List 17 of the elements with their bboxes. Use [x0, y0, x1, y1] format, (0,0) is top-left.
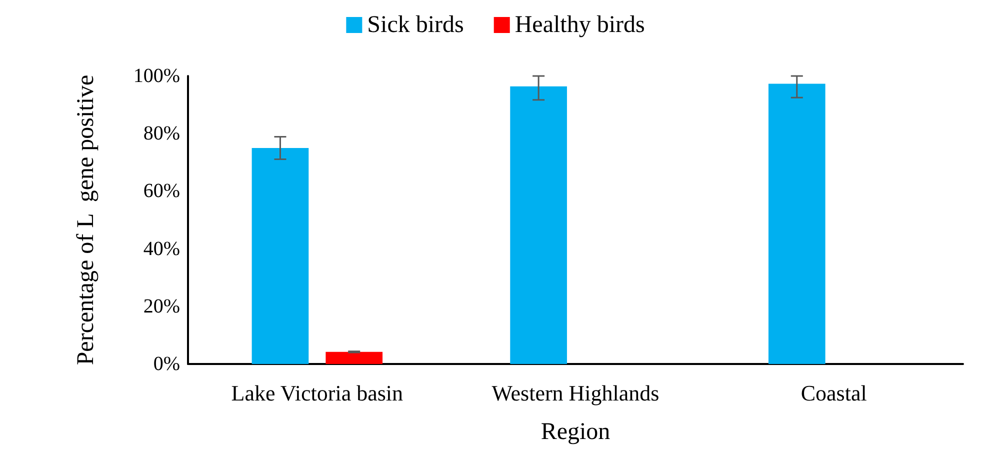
y-axis-title: Percentage of L gene positive [73, 74, 99, 366]
legend-label: Healthy birds [514, 12, 645, 38]
x-tick-label: Western Highlands [492, 380, 660, 406]
y-tick-label: 40% [143, 238, 180, 260]
x-axis-title: Region [540, 419, 610, 445]
bar [326, 352, 383, 364]
bar [252, 148, 309, 364]
x-tick-label: Coastal [800, 380, 867, 406]
y-tick-label: 0% [153, 353, 180, 375]
y-tick-label: 20% [143, 295, 180, 318]
y-tick-label: 60% [143, 180, 180, 202]
bar [510, 86, 567, 364]
bar [768, 84, 826, 364]
y-tick-label: 80% [143, 122, 180, 145]
legend-label: Sick birds [367, 12, 464, 38]
x-tick-label: Lake Victoria basin [231, 380, 404, 406]
y-tick-label: 100% [133, 65, 180, 87]
